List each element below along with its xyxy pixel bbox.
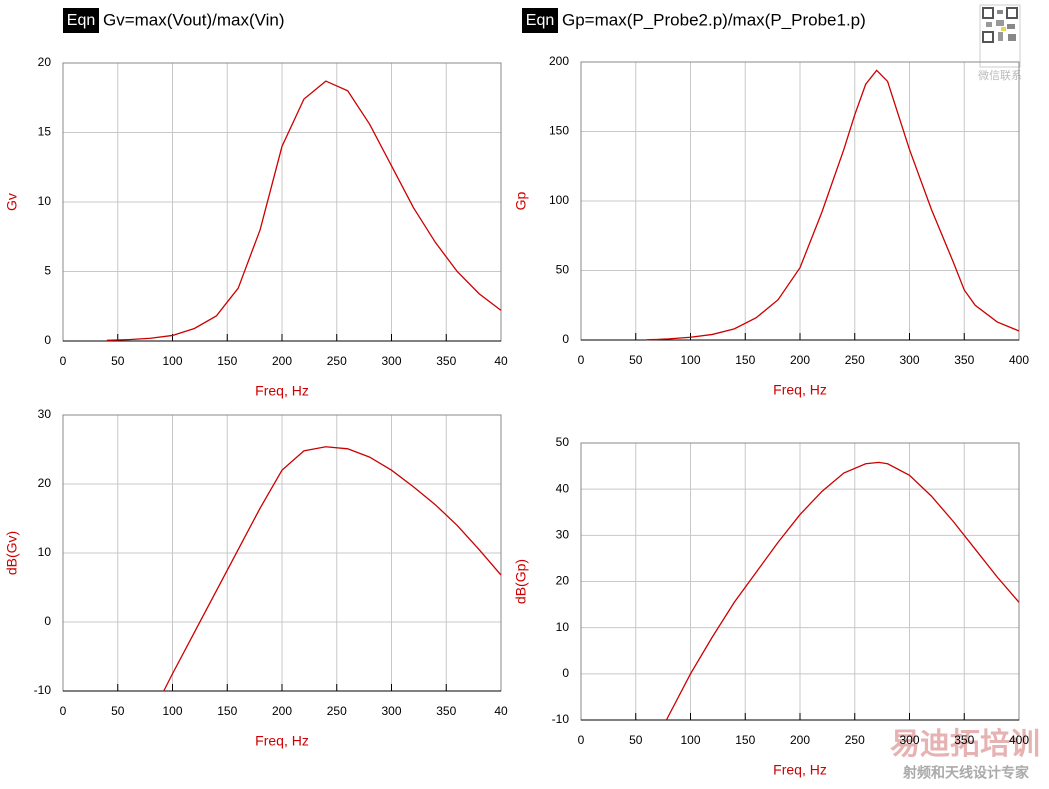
- x-tick-label: 200: [790, 353, 810, 367]
- y-tick-label: 150: [549, 124, 569, 138]
- brand-watermark: 易迪拓培训: [890, 727, 1040, 761]
- x-tick-label: 100: [680, 733, 700, 747]
- y-axis-label: Gv: [4, 193, 20, 211]
- x-tick-label: 150: [217, 704, 237, 718]
- equation: Gp=max(P_Probe2.p)/max(P_Probe1.p): [562, 10, 866, 29]
- x-tick-label: 300: [381, 354, 401, 368]
- x-tick-label: 0: [60, 354, 67, 368]
- equation: Gv=max(Vout)/max(Vin): [103, 10, 285, 29]
- y-tick-label: 100: [549, 193, 569, 207]
- curve: [106, 80, 502, 341]
- curve: [163, 446, 502, 692]
- x-tick-label: 300: [381, 704, 401, 718]
- x-tick-label: 50: [111, 354, 125, 368]
- x-tick-label: 50: [629, 353, 643, 367]
- y-tick-label: 0: [562, 666, 569, 680]
- x-tick-label: 100: [162, 354, 182, 368]
- y-tick-label: 5: [44, 264, 51, 278]
- x-tick-label: 250: [845, 353, 865, 367]
- x-tick-label: 100: [680, 353, 700, 367]
- curve: [646, 69, 1020, 341]
- x-axis-label: Freq, Hz: [773, 762, 827, 778]
- eqn-tag: Eqn: [67, 12, 95, 29]
- y-tick-label: 50: [556, 435, 570, 449]
- x-axis-label: Freq, Hz: [255, 383, 309, 399]
- qr-caption: 微信联系: [978, 68, 1022, 82]
- x-tick-label: 400: [1009, 733, 1029, 747]
- y-tick-label: 20: [38, 55, 52, 69]
- y-tick-label: 200: [549, 54, 569, 68]
- eqn-tag: Eqn: [526, 12, 554, 29]
- curve: [665, 461, 1020, 721]
- y-tick-label: 20: [38, 476, 52, 490]
- eqn-tag-box: [522, 8, 558, 33]
- y-tick-label: 50: [556, 263, 570, 277]
- x-tick-label: 0: [60, 704, 67, 718]
- x-tick-label: 40: [494, 354, 508, 368]
- x-tick-label: 350: [954, 733, 974, 747]
- x-axis-label: Freq, Hz: [773, 382, 827, 398]
- y-tick-label: 10: [38, 545, 52, 559]
- y-tick-label: 0: [562, 332, 569, 346]
- y-tick-label: 0: [44, 333, 51, 347]
- x-tick-label: 350: [436, 704, 456, 718]
- x-tick-label: 250: [327, 354, 347, 368]
- x-tick-label: 200: [790, 733, 810, 747]
- y-tick-label: 10: [38, 194, 52, 208]
- slogan-watermark: 射频和天线设计专家: [902, 765, 1030, 781]
- y-axis-label: Gp: [513, 191, 529, 210]
- x-tick-label: 40: [494, 704, 508, 718]
- x-tick-label: 300: [899, 733, 919, 747]
- y-tick-label: 30: [38, 407, 52, 421]
- x-tick-label: 150: [217, 354, 237, 368]
- x-tick-label: 0: [578, 733, 585, 747]
- qr-code: [979, 4, 1021, 68]
- y-axis-label: dB(Gp): [513, 559, 529, 604]
- x-tick-label: 250: [327, 704, 347, 718]
- y-tick-label: 20: [556, 574, 570, 588]
- y-tick-label: 10: [556, 620, 570, 634]
- x-tick-label: 150: [735, 733, 755, 747]
- x-tick-label: 50: [629, 733, 643, 747]
- x-tick-label: 350: [436, 354, 456, 368]
- y-tick-label: 30: [556, 528, 570, 542]
- x-tick-label: 300: [899, 353, 919, 367]
- x-tick-label: 0: [578, 353, 585, 367]
- x-tick-label: 50: [111, 704, 125, 718]
- x-tick-label: 150: [735, 353, 755, 367]
- y-tick-label: 0: [44, 614, 51, 628]
- x-tick-label: 200: [272, 704, 292, 718]
- x-tick-label: 250: [845, 733, 865, 747]
- y-axis-label: dB(Gv): [4, 531, 20, 575]
- x-tick-label: 400: [1009, 353, 1029, 367]
- eqn-tag-box: [63, 8, 99, 33]
- x-axis-label: Freq, Hz: [255, 733, 309, 749]
- y-tick-label: -10: [552, 712, 570, 726]
- x-tick-label: 200: [272, 354, 292, 368]
- y-tick-label: 40: [556, 481, 570, 495]
- x-tick-label: 350: [954, 353, 974, 367]
- y-tick-label: 15: [38, 125, 52, 139]
- x-tick-label: 100: [162, 704, 182, 718]
- y-tick-label: -10: [34, 683, 52, 697]
